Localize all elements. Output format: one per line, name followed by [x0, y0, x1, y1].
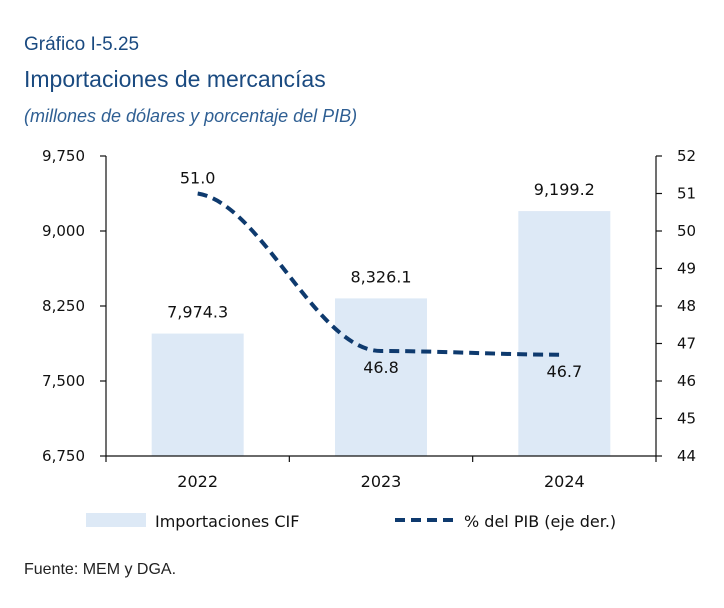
- y-left-tick-label: 7,500: [42, 372, 85, 390]
- chart-subtitle: (millones de dólares y porcentaje del PI…: [24, 106, 358, 126]
- y-right-tick-label: 50: [677, 222, 696, 240]
- y-right-tick-label: 44: [677, 447, 696, 465]
- source-note: Fuente: MEM y DGA.: [24, 561, 177, 578]
- y-right-tick-label: 47: [677, 335, 696, 353]
- line-label-2024: 46.7: [547, 362, 583, 381]
- y-right-tick-label: 45: [677, 410, 696, 428]
- pib-line: [197, 191, 565, 357]
- line-label-2023: 46.8: [363, 358, 399, 377]
- y-left-tick-label: 9,750: [42, 147, 85, 165]
- y-left-tick-label: 9,000: [42, 222, 85, 240]
- bar-2024: [518, 211, 611, 456]
- y-right-tick-label: 46: [677, 372, 696, 390]
- line-label-2022: 51.0: [180, 169, 216, 188]
- y-left-tick-label: 8,250: [42, 297, 85, 315]
- legend-swatch-bars: [86, 513, 146, 527]
- x-tick-label-2022: 2022: [177, 472, 218, 491]
- y-left-tick-label: 6,750: [42, 447, 85, 465]
- legend-label-bars: Importaciones CIF: [155, 512, 299, 531]
- y-right-tick-label: 51: [677, 185, 696, 203]
- chart-title: Importaciones de mercancías: [24, 66, 326, 92]
- x-tick-label-2023: 2023: [361, 472, 402, 491]
- bar-2022: [151, 333, 244, 456]
- y-right-tick-label: 49: [677, 260, 696, 278]
- bar-label-2023: 8,326.1: [350, 267, 411, 286]
- legend-label-line: % del PIB (eje der.): [464, 512, 616, 531]
- bar-2023: [335, 298, 427, 456]
- x-tick-label-2024: 2024: [544, 472, 585, 491]
- bar-label-2022: 7,974.3: [167, 303, 228, 322]
- chart-kicker: Gráfico I-5.25: [24, 34, 140, 55]
- y-right-tick-label: 52: [677, 147, 696, 165]
- y-right-tick-label: 48: [677, 297, 696, 315]
- bar-label-2024: 9,199.2: [534, 180, 595, 199]
